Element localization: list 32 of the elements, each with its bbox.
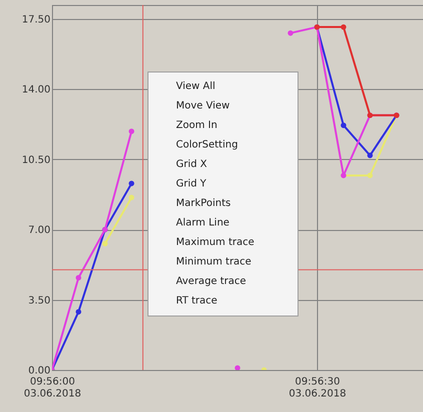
annotation: Average trace bbox=[176, 276, 246, 287]
annotation: ColorSetting bbox=[176, 140, 238, 150]
point bbox=[367, 172, 373, 178]
point bbox=[76, 275, 82, 280]
annotation: MarkPoints bbox=[176, 198, 231, 209]
point bbox=[234, 365, 240, 370]
y-tick-label: 14.00 bbox=[22, 84, 50, 96]
y-tick-label: 0.00 bbox=[28, 366, 50, 376]
annotation: Maximum trace bbox=[176, 237, 254, 248]
x-tick-label: 09:56:00 03.06.2018 bbox=[24, 376, 82, 400]
y-tick-label: 17.50 bbox=[22, 14, 50, 26]
point bbox=[128, 194, 134, 200]
point bbox=[340, 122, 346, 128]
annotation: Minimum trace bbox=[176, 256, 252, 268]
annotation: View All bbox=[176, 81, 216, 92]
annotation: Grid X bbox=[176, 159, 208, 170]
annotation: Grid Y bbox=[176, 178, 208, 190]
point bbox=[128, 128, 134, 134]
annotation: Move View bbox=[176, 100, 230, 112]
annotation: RT trace bbox=[176, 296, 218, 306]
x-tick-label: 09:56:30 03.06.2018 bbox=[288, 376, 346, 400]
y-tick-label: 3.50 bbox=[28, 295, 50, 306]
point bbox=[102, 240, 108, 246]
y-tick-label: 10.50 bbox=[22, 154, 50, 166]
y-tick-label: 7.00 bbox=[28, 225, 50, 236]
point bbox=[340, 24, 346, 30]
annotation: Zoom In bbox=[176, 120, 218, 131]
point bbox=[128, 180, 134, 186]
point bbox=[76, 309, 82, 315]
point bbox=[288, 30, 294, 36]
point bbox=[367, 152, 373, 158]
annotation: Alarm Line bbox=[176, 218, 230, 228]
